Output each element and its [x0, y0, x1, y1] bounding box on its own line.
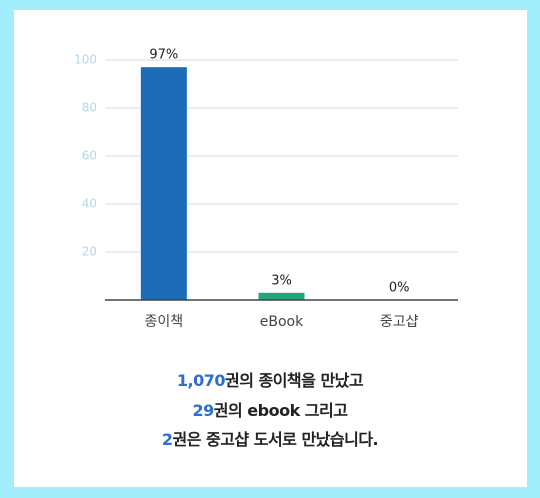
x-tick-label: eBook — [260, 314, 304, 330]
summary-text: 권의 종이책을 만났고 — [224, 371, 364, 390]
summary-text: 권은 중고샵 도서로 만났습니다. — [172, 430, 379, 449]
x-tick-label: 중고샵 — [380, 314, 419, 330]
summary-number: 1,070 — [176, 371, 226, 390]
summary-number: 29 — [192, 400, 215, 420]
panel — [14, 10, 527, 487]
y-tick-label: 80 — [82, 101, 97, 115]
summary-text: 권의 ebook 그리고 — [213, 400, 348, 420]
summary-line: 1,070권의 종이책을 만났고 — [0, 366, 540, 396]
bar — [140, 67, 187, 300]
bar — [258, 292, 305, 300]
y-tick-label: 100 — [74, 53, 97, 67]
summary: 1,070권의 종이책을 만났고 29권의 ebook 그리고 2권은 중고샵 도서… — [0, 366, 540, 455]
value-label: 97% — [149, 48, 178, 63]
value-label: 3% — [271, 273, 292, 288]
summary-line: 29권의 ebook 그리고 — [0, 396, 540, 426]
y-tick-label: 20 — [82, 245, 97, 259]
y-tick-label: 40 — [82, 197, 97, 211]
value-label: 0% — [389, 281, 410, 296]
summary-line: 2권은 중고샵 도서로 만났습니다. — [0, 425, 540, 455]
summary-number: 2 — [161, 430, 173, 449]
chart: 20 40 60 80 100 97% 종이책 3% eBook 0% 중고샵 — [74, 48, 458, 330]
x-tick-label: 종이책 — [145, 314, 184, 330]
y-tick-label: 60 — [82, 149, 97, 163]
